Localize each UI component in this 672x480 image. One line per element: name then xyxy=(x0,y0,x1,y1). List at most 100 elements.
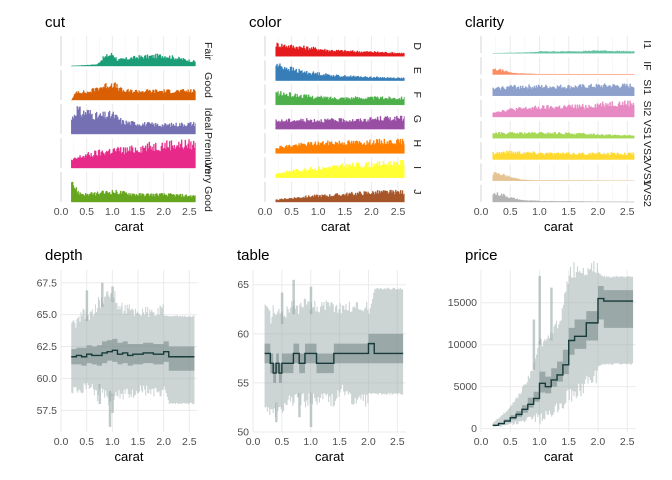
y-tick-label: 57.5 xyxy=(37,405,58,417)
x-tick-label: 1.5 xyxy=(131,206,146,218)
facet-panel-clarity: clarity 0.0 0.5 1.0 1.5 2.0 2.5 carat I1 IF SI1 SI2… xyxy=(465,14,653,234)
density-area xyxy=(71,106,196,135)
y-tick-label: 60 xyxy=(237,328,249,340)
x-tick-label: 2.5 xyxy=(182,436,197,448)
density-area xyxy=(275,159,405,178)
x-tick-label: 2.5 xyxy=(182,206,197,218)
x-tick-label: 2.0 xyxy=(156,436,171,448)
facet-very-good: Very Good xyxy=(60,162,214,212)
median-line xyxy=(264,342,404,374)
x-tick-label: 1.0 xyxy=(532,206,547,218)
facet-strip-label: J xyxy=(411,189,423,194)
facet-strip-label: SI2 xyxy=(641,100,653,116)
min-spike xyxy=(275,402,278,423)
min-spike xyxy=(108,391,112,427)
panel-title: color xyxy=(249,14,282,31)
x-tick-label: 2.0 xyxy=(364,206,379,218)
min-spike xyxy=(111,393,114,413)
summary-panel-price: price 0.0 0.5 1.0 1.5 2.0 2.5 carat 0 5000 10000 15… xyxy=(448,247,636,464)
max-spike xyxy=(309,286,313,315)
density-area xyxy=(492,100,635,118)
y-tick-label: 15000 xyxy=(448,297,477,309)
x-tick-label: 0.0 xyxy=(474,436,489,448)
max-spike xyxy=(111,286,114,302)
x-tick-label: 2.5 xyxy=(390,436,405,448)
facet-ideal: Ideal xyxy=(60,104,214,135)
density-area xyxy=(71,52,196,67)
x-axis-label: carat xyxy=(321,219,350,234)
density-area xyxy=(275,115,405,130)
x-tick-label: 1.5 xyxy=(338,206,353,218)
panel-title: depth xyxy=(45,247,83,264)
outer-range-band xyxy=(264,287,404,418)
facet-strip-label: G xyxy=(411,115,423,123)
facet-strip-label: I1 xyxy=(641,40,653,49)
min-spike xyxy=(98,384,101,404)
density-area xyxy=(492,172,635,181)
facet-g: G xyxy=(264,108,423,130)
y-tick-label: 0 xyxy=(471,423,477,435)
summary-panel-depth: depth 0.0 0.5 1.0 1.5 2.0 2.5 carat 57.5 60.0 62.5… xyxy=(37,247,197,464)
x-axis-label: carat xyxy=(115,449,144,464)
x-tick-label: 0.0 xyxy=(54,436,69,448)
panel-title: price xyxy=(465,247,498,264)
facet-strip-label: I xyxy=(411,166,423,169)
facet-h: H xyxy=(264,133,423,154)
facet-strip-label: Fair xyxy=(202,42,214,61)
max-spike xyxy=(292,279,295,315)
x-axis-label: carat xyxy=(115,219,144,234)
x-tick-label: 1.5 xyxy=(332,436,347,448)
facet-strip-label: Good xyxy=(202,72,214,98)
x-tick-label: 1.0 xyxy=(105,436,120,448)
x-tick-label: 2.0 xyxy=(361,436,376,448)
panel-title: cut xyxy=(45,14,66,31)
median-line xyxy=(492,297,634,426)
y-tick-label: 10000 xyxy=(448,339,477,351)
facet-d: D xyxy=(264,36,423,57)
y-tick-label: 65.0 xyxy=(37,309,58,321)
x-axis-label: carat xyxy=(315,449,344,464)
density-area xyxy=(275,42,405,57)
facet-strip-label: Very Good xyxy=(202,162,214,212)
max-spike xyxy=(280,292,284,324)
facet-vs2: VS2 xyxy=(480,141,653,161)
x-tick-label: 0.5 xyxy=(79,436,94,448)
density-area xyxy=(492,68,635,75)
facet-strip-label: SI1 xyxy=(641,79,653,95)
facet-f: F xyxy=(264,84,423,106)
facet-background xyxy=(481,163,636,181)
density-area xyxy=(492,83,635,96)
min-spike xyxy=(298,392,301,418)
x-tick-label: 0.0 xyxy=(258,206,273,218)
x-tick-label: 0.5 xyxy=(503,436,518,448)
facet-strip-label: VVS2 xyxy=(641,180,653,207)
facet-good: Good xyxy=(60,70,214,101)
panel-title: clarity xyxy=(465,14,505,31)
y-tick-label: 65 xyxy=(237,279,249,291)
panel-title: table xyxy=(237,247,270,264)
facet-background xyxy=(481,36,636,54)
density-area xyxy=(275,90,405,106)
facet-j: J xyxy=(264,181,423,203)
density-area xyxy=(71,82,196,101)
density-area xyxy=(492,150,635,160)
x-tick-label: 0.5 xyxy=(79,206,94,218)
facet-premium: Premium xyxy=(60,132,214,174)
x-tick-label: 1.0 xyxy=(105,206,120,218)
density-area xyxy=(275,138,405,154)
facet-si2: SI2 xyxy=(480,99,653,118)
median-line xyxy=(71,349,195,358)
facet-strip-label: H xyxy=(411,139,423,147)
max-spike xyxy=(101,282,104,307)
density-area xyxy=(71,181,196,203)
y-tick-label: 5000 xyxy=(454,381,478,393)
x-tick-label: 0.0 xyxy=(246,436,261,448)
min-spike xyxy=(309,392,313,428)
facet-strip-label: D xyxy=(411,42,423,50)
x-tick-label: 1.5 xyxy=(561,206,576,218)
max-spike xyxy=(538,275,541,345)
x-tick-label: 1.5 xyxy=(131,436,146,448)
x-axis-label: carat xyxy=(544,219,573,234)
facet-strip-label: Premium xyxy=(202,132,214,174)
facet-i: I xyxy=(264,157,423,178)
